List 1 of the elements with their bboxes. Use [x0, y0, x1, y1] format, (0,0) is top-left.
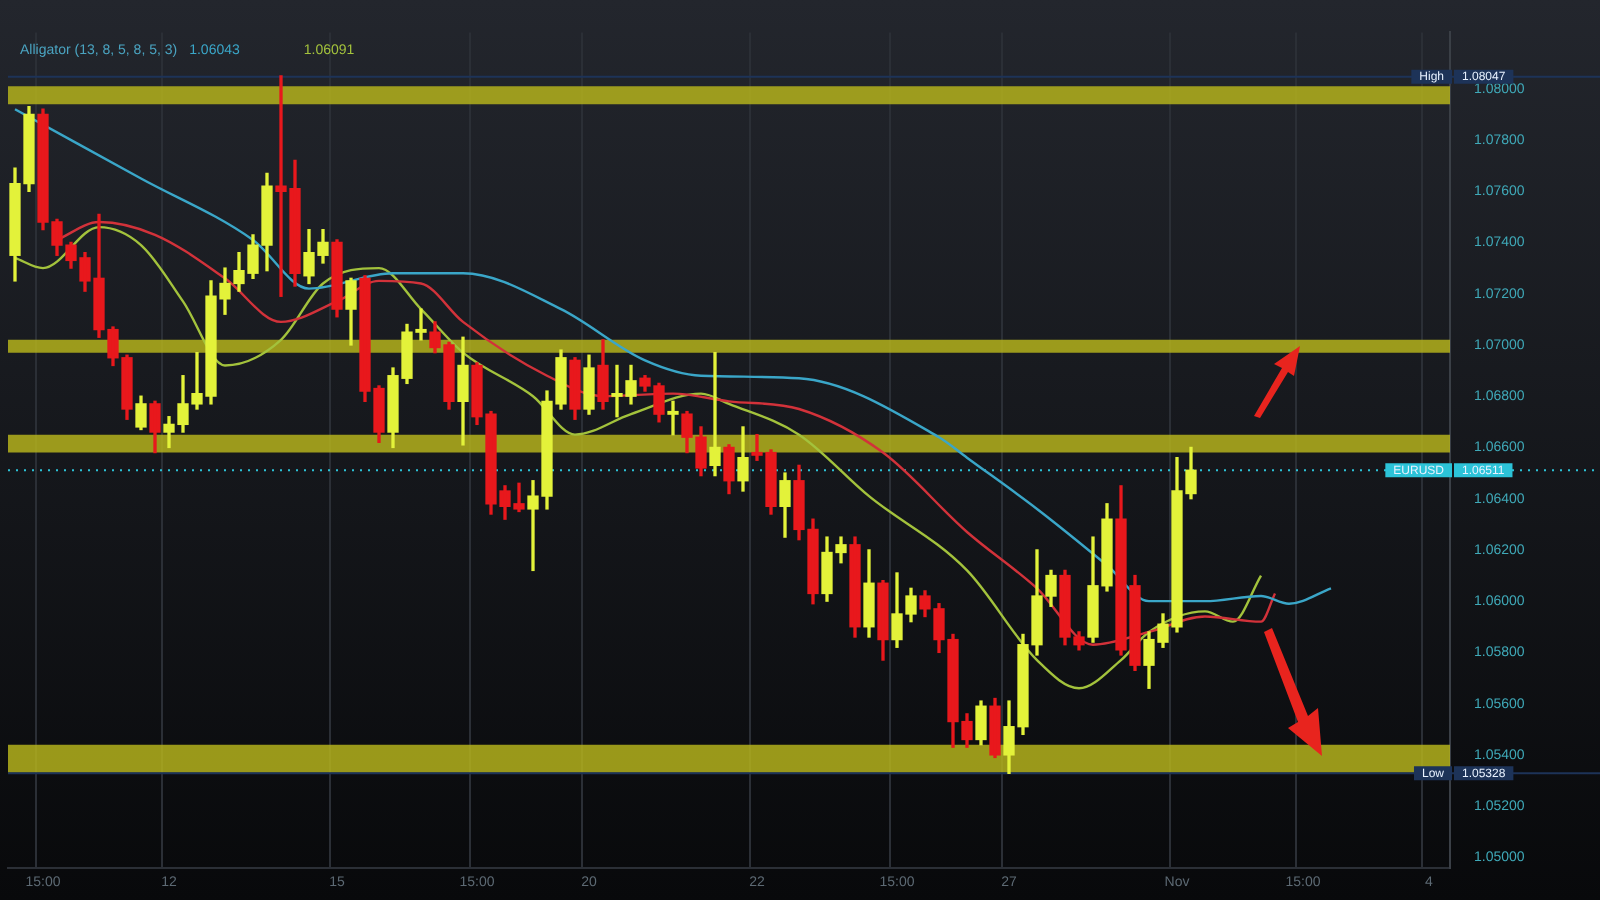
line-series	[13, 108, 1333, 605]
